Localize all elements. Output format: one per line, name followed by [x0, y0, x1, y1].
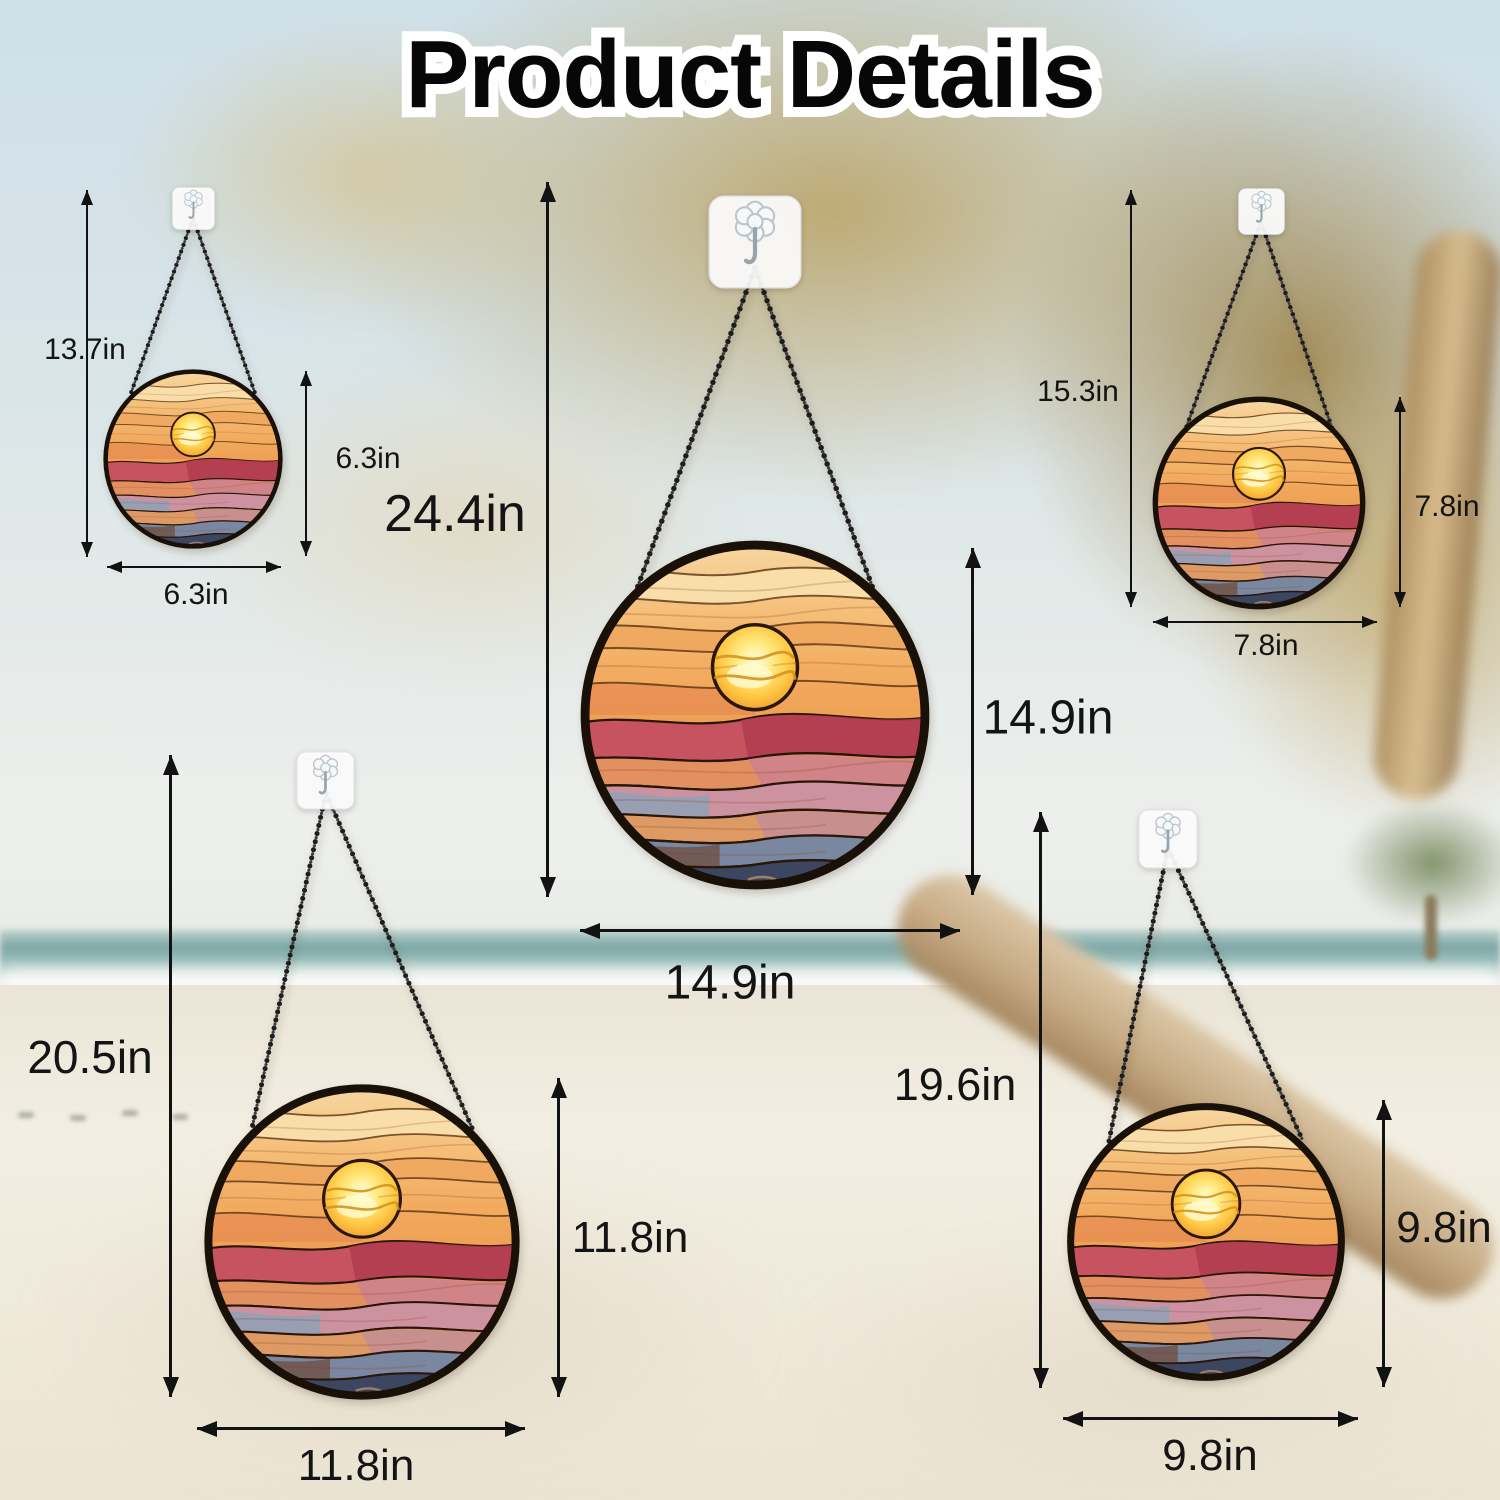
distant-beachgoers — [70, 1115, 86, 1121]
sand-shadow — [50, 1170, 770, 1480]
sand-shadow — [790, 1240, 1500, 1500]
distant-beachgoers — [122, 1110, 138, 1116]
distant-tree-trunk — [1425, 895, 1437, 960]
page-title: Product Details Product Details — [395, 11, 1105, 138]
palm-foliage-blur — [200, 350, 740, 690]
distant-tree — [1345, 800, 1500, 925]
distant-beachgoers — [172, 1114, 188, 1120]
page-title-outline: Product Details — [395, 11, 1105, 138]
distant-beachgoers — [18, 1112, 34, 1118]
